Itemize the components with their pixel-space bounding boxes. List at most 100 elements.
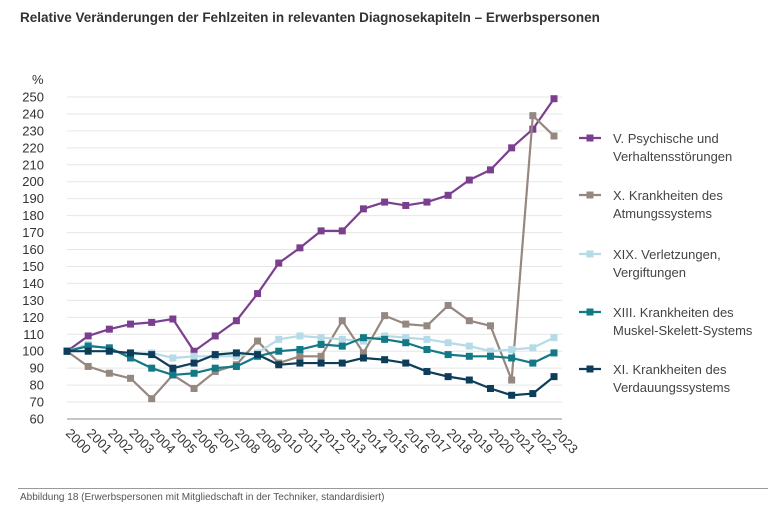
data-point xyxy=(550,334,558,342)
data-point xyxy=(190,384,198,392)
series-line xyxy=(67,350,555,397)
data-point xyxy=(275,259,283,267)
data-point xyxy=(127,349,135,357)
axes: 60 70 80 90 100 110 120 130 140 150 160 170 180 190 20… xyxy=(22,72,581,457)
legend-entry: XIX. Verletzungen, Vergiftungen xyxy=(579,247,721,280)
data-point xyxy=(84,362,92,370)
y-tick-label: 180 xyxy=(22,208,44,223)
y-tick-label: 70 xyxy=(30,395,44,410)
data-point xyxy=(105,369,113,377)
data-point xyxy=(486,352,494,360)
data-point xyxy=(63,347,71,355)
data-point xyxy=(338,342,346,350)
legend-swatch-marker xyxy=(586,250,594,258)
data-point xyxy=(148,395,156,403)
legend-entry: V. Psychische und Verhaltensstörungen xyxy=(579,131,732,164)
data-point xyxy=(529,359,537,367)
y-tick-label: 130 xyxy=(22,293,44,308)
data-point xyxy=(465,376,473,384)
series-line xyxy=(66,334,555,360)
data-point xyxy=(254,351,262,359)
legend-label: X. Krankheiten des xyxy=(613,188,723,203)
data-point xyxy=(317,334,325,342)
caption-divider xyxy=(18,488,768,489)
data-point xyxy=(508,354,516,362)
data-point xyxy=(211,364,219,372)
data-point xyxy=(465,342,473,350)
data-point xyxy=(317,352,325,360)
legend-swatch-marker xyxy=(586,134,594,142)
data-point xyxy=(84,342,92,350)
data-point xyxy=(508,391,516,399)
data-point xyxy=(190,369,198,377)
legend: V. Psychische und Verhaltensstörungen X. K… xyxy=(579,131,753,395)
data-point xyxy=(381,198,389,206)
data-point xyxy=(169,364,177,372)
data-point xyxy=(169,371,177,379)
data-point xyxy=(211,351,219,359)
data-point xyxy=(296,359,304,367)
y-tick-label: 110 xyxy=(23,327,44,342)
data-point xyxy=(338,227,346,235)
data-point xyxy=(338,317,346,325)
legend-label: XIX. Verletzungen, xyxy=(613,247,721,262)
data-point xyxy=(254,290,262,298)
chart-title: Relative Veränderungen der Fehlzeiten in… xyxy=(20,10,600,25)
y-tick-label: 80 xyxy=(30,378,44,393)
data-point xyxy=(423,198,431,206)
data-point xyxy=(402,201,410,209)
data-point xyxy=(317,359,325,367)
y-tick-label: 100 xyxy=(22,344,44,359)
data-point xyxy=(169,354,177,362)
data-point xyxy=(105,347,113,355)
y-tick-label: 60 xyxy=(30,412,44,427)
data-point xyxy=(465,317,473,325)
data-point xyxy=(359,354,367,362)
data-point xyxy=(550,349,558,357)
legend-entry: XIII. Krankheiten des Muskel-Skelett-Syst… xyxy=(579,305,753,338)
data-point xyxy=(275,335,283,343)
data-point xyxy=(359,349,367,357)
data-point xyxy=(381,335,389,343)
legend-label: Atmungssystems xyxy=(613,206,712,221)
y-tick-label: 220 xyxy=(22,140,44,155)
data-point xyxy=(444,301,452,309)
data-point xyxy=(444,351,452,359)
data-point xyxy=(232,362,240,370)
data-point xyxy=(486,322,494,330)
legend-label: Verhaltensstörungen xyxy=(613,149,732,164)
data-point xyxy=(190,347,198,355)
legend-swatch-marker xyxy=(586,191,594,199)
data-point xyxy=(550,373,558,381)
data-point xyxy=(423,322,431,330)
data-point xyxy=(275,361,283,369)
data-point xyxy=(486,347,494,355)
data-point xyxy=(254,337,262,345)
legend-label: Vergiftungen xyxy=(613,265,686,280)
y-tick-label: 140 xyxy=(22,276,44,291)
y-tick-label: 200 xyxy=(22,174,44,189)
data-point xyxy=(486,166,494,174)
data-point xyxy=(550,95,558,103)
data-point xyxy=(423,346,431,354)
data-point xyxy=(465,176,473,184)
data-point xyxy=(232,349,240,357)
data-point xyxy=(486,384,494,392)
data-point xyxy=(508,144,516,152)
data-point xyxy=(169,315,177,323)
y-tick-label: 210 xyxy=(22,157,44,172)
data-point xyxy=(508,346,516,354)
series-lines xyxy=(63,95,558,403)
data-point xyxy=(444,339,452,347)
data-point xyxy=(402,339,410,347)
legend-entry: X. Krankheiten des Atmungssystems xyxy=(579,188,723,221)
y-tick-label: 170 xyxy=(22,225,44,240)
y-tick-label: 160 xyxy=(22,242,44,257)
data-point xyxy=(338,335,346,343)
legend-swatch-marker xyxy=(586,308,594,316)
figure-caption: Abbildung 18 (Erwerbspersonen mit Mitgli… xyxy=(20,492,385,503)
data-point xyxy=(296,352,304,360)
y-tick-label: 190 xyxy=(22,191,44,206)
data-point xyxy=(232,317,240,325)
data-point xyxy=(529,390,537,398)
